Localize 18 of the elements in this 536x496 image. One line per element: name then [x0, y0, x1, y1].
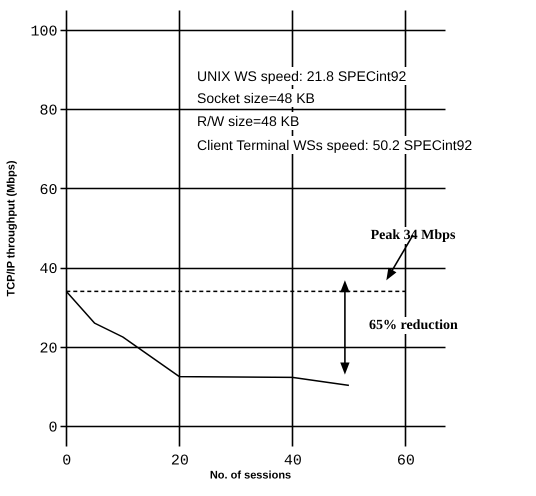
y-tick-label: 60	[39, 182, 58, 199]
y-axis-title: TCP/IP throughput (Mbps)	[5, 160, 18, 297]
x-tick-label: 60	[396, 452, 415, 470]
x-tick-label: 40	[284, 452, 302, 470]
y-tick-label: 40	[39, 261, 58, 278]
y-tick-label: 0	[48, 420, 58, 437]
annotation: R/W size=48 KB	[197, 113, 300, 129]
y-tick-label: 80	[39, 102, 58, 120]
annotation: Peak 34 Mbps	[370, 228, 456, 243]
y-tick-label: 100	[30, 23, 58, 40]
x-tick-label: 0	[62, 452, 72, 470]
annotation: Socket size=48 KB	[197, 90, 315, 106]
x-axis-title: No. of sessions	[210, 470, 292, 482]
annotation: Client Terminal WSs speed: 50.2 SPECint92	[197, 137, 472, 153]
y-tick-label: 20	[39, 340, 58, 358]
x-tick-label: 20	[170, 452, 189, 470]
annotation: 65% reduction	[369, 318, 458, 333]
annotation: UNIX WS speed: 21.8 SPECint92	[197, 68, 407, 84]
